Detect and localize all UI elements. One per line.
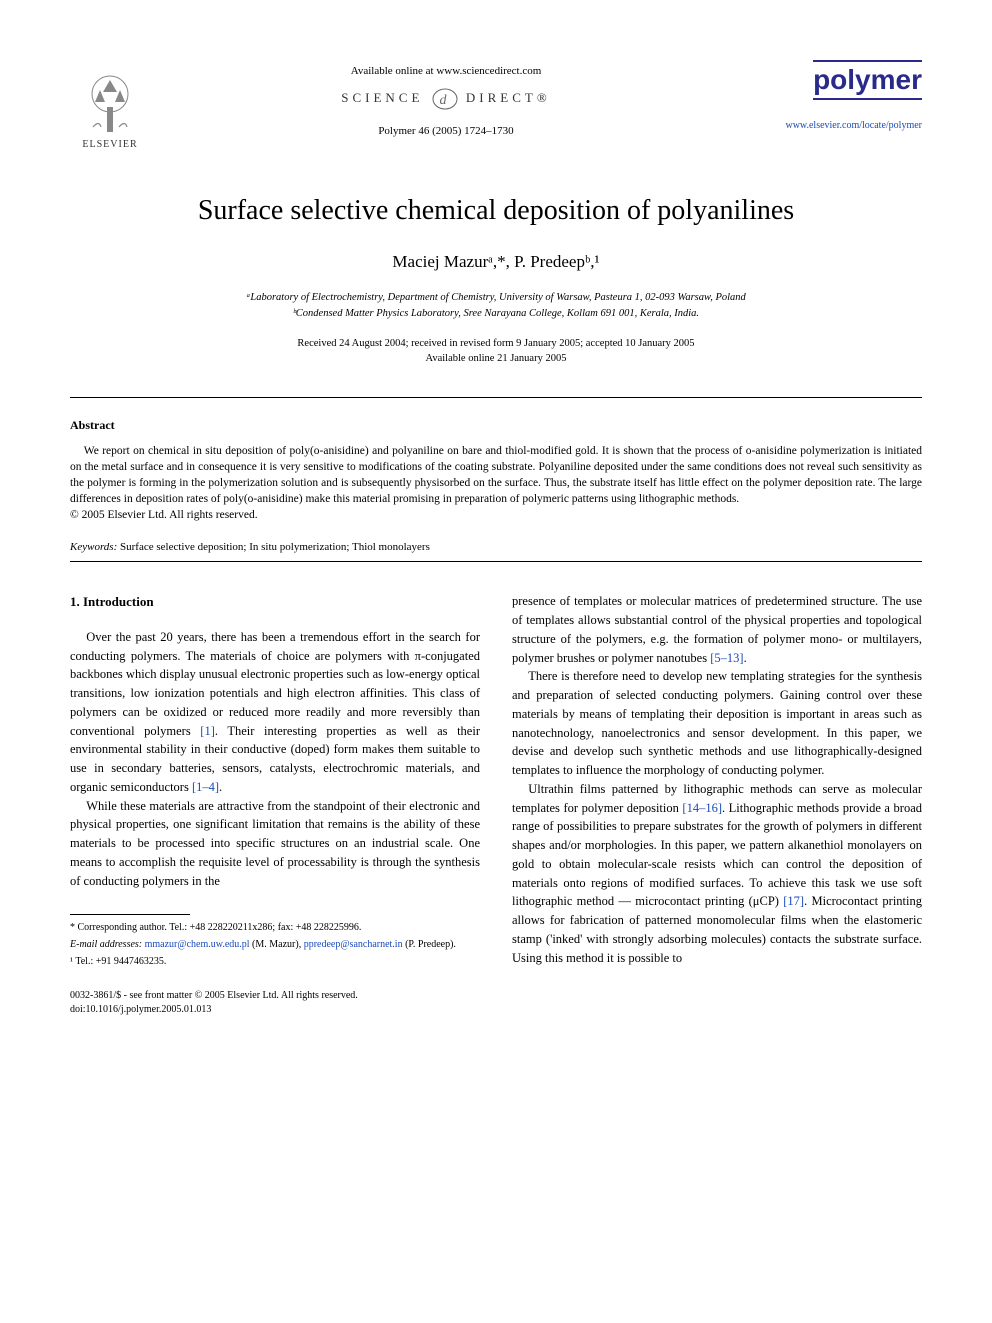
header-row: ELSEVIER Available online at www.science… [70,60,922,150]
email-label: E-mail addresses: [70,939,142,950]
journal-logo-block: polymer www.elsevier.com/locate/polymer [742,60,922,131]
p1-text-a: Over the past 20 years, there has been a… [70,630,480,738]
ref-link-5-13[interactable]: [5–13] [710,651,743,665]
divider-bottom [70,561,922,562]
header-center: Available online at www.sciencedirect.co… [150,60,742,137]
corresponding-author-note: * Corresponding author. Tel.: +48 228220… [70,921,480,935]
science-direct-at-icon: d [431,85,459,113]
dates-block: Received 24 August 2004; received in rev… [70,336,922,368]
authors-line: Maciej Mazurᵃ,*, P. Predeepᵇ,¹ [70,252,922,272]
front-matter-line: 0032-3861/$ - see front matter © 2005 El… [70,989,480,1003]
affiliations-block: ᵃLaboratory of Electrochemistry, Departm… [70,290,922,322]
elsevier-label: ELSEVIER [82,139,137,150]
elsevier-logo: ELSEVIER [70,60,150,150]
affiliation-b: ᵇCondensed Matter Physics Laboratory, Sr… [70,306,922,322]
footnotes-block: * Corresponding author. Tel.: +48 228220… [70,921,480,969]
article-title: Surface selective chemical deposition of… [70,195,922,227]
abstract-copyright: © 2005 Elsevier Ltd. All rights reserved… [70,509,922,521]
online-date: Available online 21 January 2005 [70,351,922,367]
email-link-1[interactable]: mmazur@chem.uw.edu.pl [142,939,249,950]
intro-para-5: Ultrathin films patterned by lithographi… [512,780,922,968]
available-online-text: Available online at www.sciencedirect.co… [150,65,742,77]
p3-text-b: . [744,651,747,665]
svg-text:d: d [439,93,450,108]
column-left: 1. Introduction Over the past 20 years, … [70,592,480,1017]
ref-link-1-4[interactable]: [1–4] [192,780,219,794]
sd-right: DIRECT® [466,90,551,105]
abstract-section: Abstract We report on chemical in situ d… [70,418,922,521]
email-line: E-mail addresses: mmazur@chem.uw.edu.pl … [70,938,480,952]
column-right: presence of templates or molecular matri… [512,592,922,1017]
p1-text-c: . [219,780,222,794]
affiliation-a: ᵃLaboratory of Electrochemistry, Departm… [70,290,922,306]
received-date: Received 24 August 2004; received in rev… [70,336,922,352]
elsevier-tree-icon [75,72,145,137]
email-link-2[interactable]: ppredeep@sancharnet.in [304,939,403,950]
email-who-2: (P. Predeep). [403,939,456,950]
intro-para-3: presence of templates or molecular matri… [512,592,922,667]
divider-top [70,397,922,398]
journal-url-link[interactable]: www.elsevier.com/locate/polymer [742,120,922,131]
tel-note-1: ¹ Tel.: +91 9447463235. [70,955,480,969]
ref-link-17[interactable]: [17] [783,894,804,908]
p5-text-b: . Lithographic methods provide a broad r… [512,801,922,909]
sd-left: SCIENCE [341,90,423,105]
email-who-1: (M. Mazur), [250,939,304,950]
abstract-text: We report on chemical in situ deposition… [70,443,922,507]
intro-para-2: While these materials are attractive fro… [70,797,480,891]
footnote-divider [70,914,190,915]
doi-block: 0032-3861/$ - see front matter © 2005 El… [70,989,480,1017]
doi-line: doi:10.1016/j.polymer.2005.01.013 [70,1003,480,1017]
ref-link-1[interactable]: [1] [200,724,215,738]
intro-para-4: There is therefore need to develop new t… [512,667,922,780]
keywords-line: Keywords: Surface selective deposition; … [70,541,922,553]
intro-para-1: Over the past 20 years, there has been a… [70,628,480,797]
two-column-body: 1. Introduction Over the past 20 years, … [70,592,922,1017]
citation-text: Polymer 46 (2005) 1724–1730 [150,125,742,137]
journal-name: polymer [813,60,922,100]
keywords-label: Keywords: [70,541,117,553]
section-1-heading: 1. Introduction [70,592,480,612]
page-container: ELSEVIER Available online at www.science… [0,0,992,1067]
keywords-text: Surface selective deposition; In situ po… [117,541,430,553]
abstract-heading: Abstract [70,418,922,433]
science-direct-logo: SCIENCE d DIRECT® [150,85,742,113]
ref-link-14-16[interactable]: [14–16] [682,801,722,815]
